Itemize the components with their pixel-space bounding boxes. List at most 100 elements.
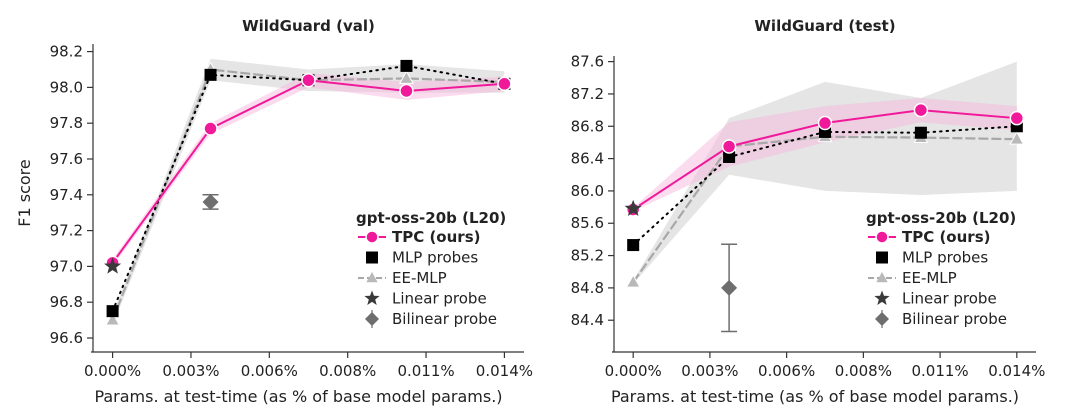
legend-handle-marker [875,230,889,244]
legend-label: TPC (ours) [902,228,990,246]
panel-wildguard-val: WildGuard (val) 96.6 96.8 97.0 97.2 97.4 97.6 9… [15,17,533,406]
legend-handle-marker [875,312,889,326]
legend-label: EE-MLP [902,269,957,287]
legend-label-main: TPC [902,228,934,246]
legend-handle-marker [364,290,380,305]
legend-label: Linear probe [902,290,997,308]
legend-handle-marker [874,290,890,305]
ee-mlp-point [625,274,641,288]
legend-label: EE-MLP [392,269,447,287]
legend: gpt-oss-20b (L20)TPC (ours) MLP probes EE-… [866,209,1016,328]
y-tick-label: 85.6 [571,214,604,232]
y-tick-label: 96.8 [50,293,83,311]
legend-item-linear: Linear probe [874,290,997,308]
legend-item-ee: EE-MLP [868,269,957,287]
legend-handle-marker [365,312,379,326]
tpc-point [399,83,414,99]
y-tick-label: 86.0 [571,182,604,200]
legend-title: gpt-oss-20b (L20) [356,209,506,227]
linear-probe-point [624,199,642,216]
y-tick-label: 84.4 [571,311,604,329]
legend-handle-marker [876,272,888,283]
tpc-point [817,115,833,131]
mlp-probes-point [400,59,413,72]
y-tick-label: 97.0 [50,257,83,275]
mlp-probes-point [627,239,640,252]
legend-item-linear: Linear probe [364,290,487,308]
mlp-probes-line [111,64,506,313]
x-tick-label: 0.003% [162,362,219,380]
x-tick-label: 0.014% [988,362,1045,380]
tpc-point [497,76,512,92]
y-tick-label: 84.8 [571,279,604,297]
mlp-probes-point [914,126,927,139]
x-tick-label: 0.000% [84,362,141,380]
chart-title: WildGuard (val) [242,17,375,35]
x-tick-label: 0.011% [397,362,454,380]
ee-mlp-point [398,70,414,84]
legend-handle-marker [366,272,378,283]
tpc-point [301,72,316,88]
y-tick-label: 86.4 [571,150,604,168]
x-tick-label: 0.008% [319,362,376,380]
legend-label: MLP probes [392,249,478,267]
y-axis-label: F1 score [15,159,34,226]
y-tick-label: 85.2 [571,247,604,265]
tpc-point [203,121,218,136]
x-tick-label: 0.000% [605,362,662,380]
legend-item-ee: EE-MLP [358,269,447,287]
legend-handle-marker [366,251,378,264]
x-tick-label: 0.006% [758,362,815,380]
x-axis-label: Params. at test-time (as % of base model… [611,387,1019,406]
y-tick-label: 97.4 [50,186,83,204]
panel-wildguard-test: WildGuard (test) 84.4 84.8 85.2 85.6 86.0 86.4… [571,17,1046,406]
legend-label: TPC (ours) [392,228,480,246]
legend-item-mlp: MLP probes [876,249,988,267]
legend-handle-marker [876,251,888,264]
y-tick-label: 97.2 [50,222,83,240]
y-tick-label: 98.0 [50,78,83,96]
y-tick-label: 86.8 [571,117,604,135]
y-tick-label: 87.6 [571,53,604,71]
x-tick-label: 0.008% [835,362,892,380]
x-tick-label: 0.014% [476,362,533,380]
tpc-confidence-band [633,97,1017,212]
linear-probe-point [104,257,122,274]
bilinear-probe-point [721,279,738,296]
tpc-point [913,102,929,118]
x-tick-label: 0.006% [241,362,298,380]
bilinear-probe-point [202,193,219,210]
legend-handle-marker [365,230,379,244]
tpc-point [1009,110,1025,126]
legend-label: Linear probe [392,290,487,308]
legend-label-suffix: (ours) [934,228,990,246]
tpc-confidence-band [112,73,505,267]
legend-item-tpc: TPC (ours) [868,228,990,246]
mlp-probes-point [106,305,119,318]
chart-title: WildGuard (test) [754,17,895,35]
legend-title: gpt-oss-20b (L20) [866,209,1016,227]
x-axis-label: Params. at test-time (as % of base model… [94,387,502,406]
legend-label-suffix: (ours) [424,228,480,246]
y-tick-label: 97.6 [50,150,83,168]
ee-mlp-point [105,312,121,326]
y-tick-label: 96.6 [50,329,83,347]
y-tick-label: 87.2 [571,85,604,103]
mlp-probes-point [204,68,217,81]
legend-label: Bilinear probe [902,310,1007,328]
y-tick-label: 97.8 [50,114,83,132]
tpc-point [721,139,737,154]
x-tick-label: 0.003% [681,362,738,380]
y-tick-label: 98.2 [50,43,83,61]
legend-item-bilinear: Bilinear probe [365,310,497,328]
legend-item-bilinear: Bilinear probe [875,310,1007,328]
legend-label: Bilinear probe [392,310,497,328]
x-tick-label: 0.011% [911,362,968,380]
mlp-probes-point [723,150,736,163]
ee-mlp-point [1009,131,1025,145]
legend-label: MLP probes [902,249,988,267]
legend-item-tpc: TPC (ours) [358,228,480,246]
mlp-probes-point [819,125,831,138]
